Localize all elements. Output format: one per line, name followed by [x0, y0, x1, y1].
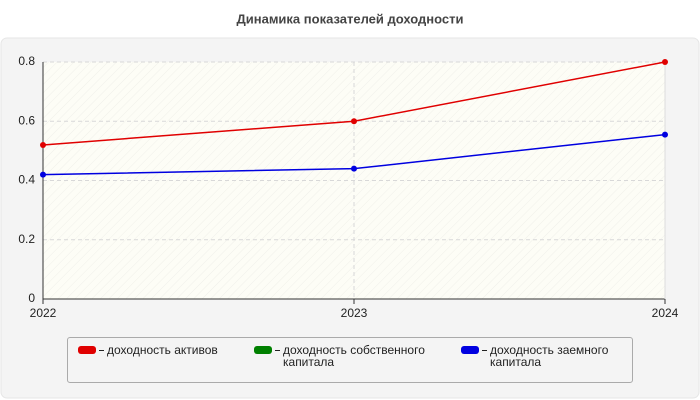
y-tick-label: 0.4	[18, 173, 35, 187]
legend-swatch	[78, 346, 96, 354]
legend-swatch	[461, 346, 479, 354]
point	[40, 171, 46, 178]
x-tick-label: 2024	[652, 306, 679, 320]
legend-label: доходность заемного капитала	[490, 343, 609, 369]
y-tick-label: 0.2	[18, 232, 35, 246]
y-tick-label: 0	[28, 291, 35, 305]
point	[351, 118, 357, 125]
legend-swatch	[254, 346, 272, 354]
legend-item: доходность собственного капитала	[254, 344, 433, 368]
legend-item: доходность заемного капитала	[461, 344, 640, 368]
legend-label: доходность активов	[107, 343, 218, 357]
legend-dash	[482, 350, 487, 351]
legend: доходность активов доходность собственног…	[67, 337, 633, 383]
chart-title: Динамика показателей доходности	[236, 11, 463, 26]
legend-dash	[99, 350, 104, 351]
legend-dash	[275, 350, 280, 351]
legend-label: доходность собственного капитала	[283, 343, 425, 369]
y-tick-label: 0.6	[18, 113, 35, 127]
point	[40, 141, 46, 148]
point	[662, 59, 668, 65]
x-tick-label: 2023	[341, 306, 368, 320]
y-tick-label: 0.8	[18, 54, 35, 68]
x-tick-label: 2022	[30, 306, 57, 320]
legend-item: доходность активов	[78, 344, 257, 356]
point	[662, 131, 668, 138]
point	[351, 165, 357, 172]
